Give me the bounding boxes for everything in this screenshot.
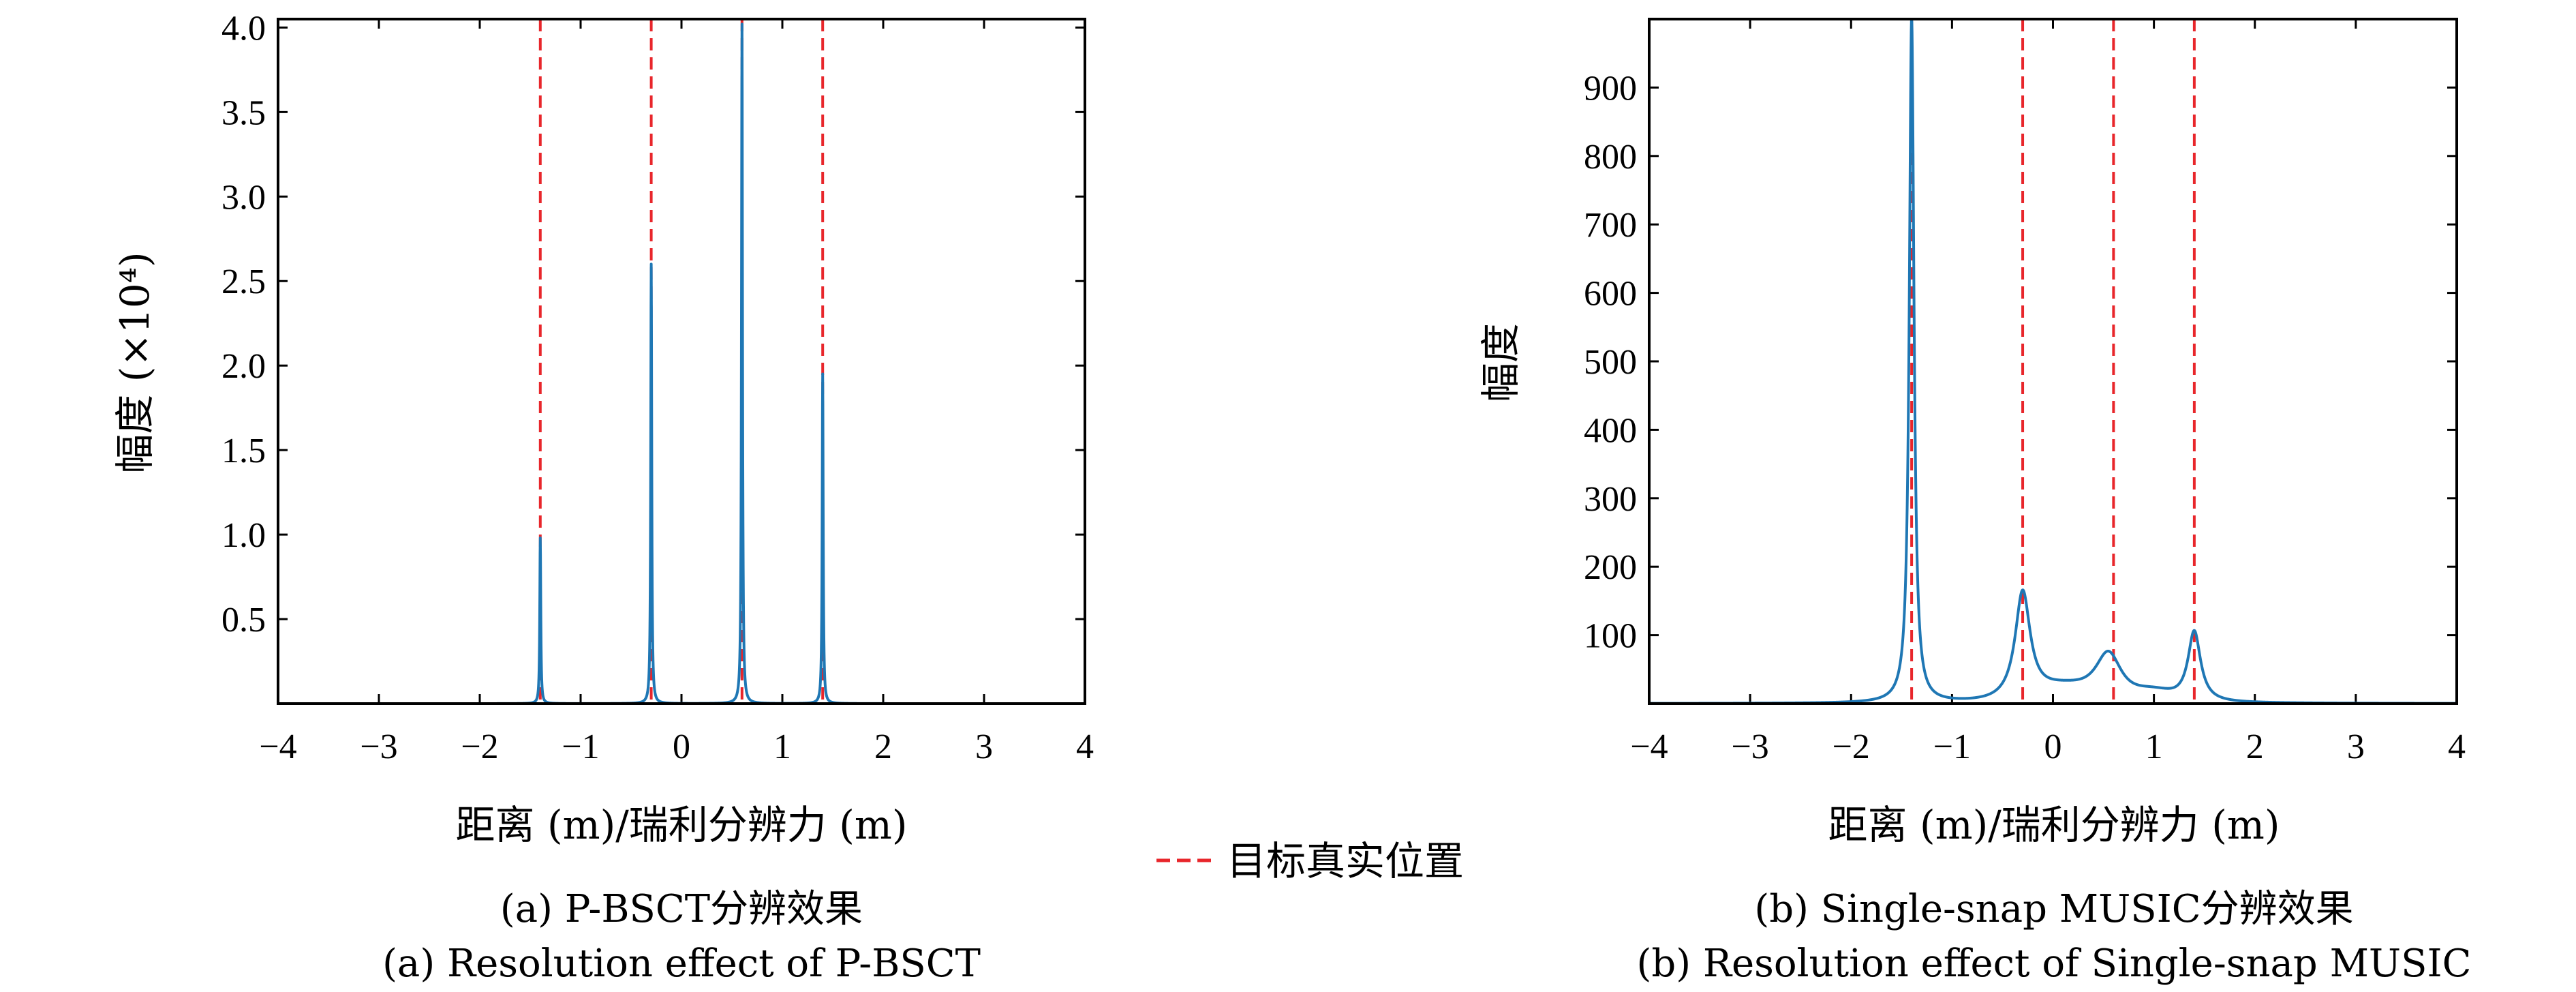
y-tick-label: 0.5 bbox=[221, 601, 266, 640]
x-tick-label: −2 bbox=[1833, 727, 1870, 766]
y-tick-label: 200 bbox=[1584, 548, 1637, 587]
x-tick-label: 3 bbox=[975, 727, 993, 766]
y-tick-label: 700 bbox=[1584, 206, 1637, 245]
panel-b-plot-frame bbox=[1648, 18, 2458, 705]
x-tick-label: 4 bbox=[1076, 727, 1094, 766]
y-tick-label: 300 bbox=[1584, 480, 1637, 519]
panel-b-ticks bbox=[1648, 19, 2458, 704]
y-tick-label: 2.0 bbox=[221, 347, 266, 386]
panel-b-caption-cn: (b) Single-snap MUSIC分辨效果 bbox=[1754, 887, 2353, 931]
y-tick-label: 1.0 bbox=[221, 516, 266, 555]
x-tick-label: −1 bbox=[1933, 727, 1971, 766]
x-tick-label: 1 bbox=[2145, 727, 2163, 766]
panel-b-series bbox=[1648, 18, 2458, 705]
panel-a-chart: −4 −3 −2 −1 0 1 2 3 4 0.5 1.0 1.5 2.0 2.5 3.0 3.5 4.0 距离… bbox=[112, 9, 1094, 986]
panel-a-plot-frame bbox=[277, 18, 1086, 705]
panel-b-y-axis-label: 幅度 bbox=[1477, 323, 1524, 402]
x-tick-label: 0 bbox=[673, 727, 690, 766]
x-tick-label: −2 bbox=[461, 727, 498, 766]
x-tick-label: 2 bbox=[874, 727, 892, 766]
y-tick-label: 4.0 bbox=[221, 9, 266, 48]
x-tick-label: 1 bbox=[773, 727, 791, 766]
y-tick-label: 3.0 bbox=[221, 178, 266, 217]
panel-a-x-axis-label: 距离 (m)/瑞利分辨力 (m) bbox=[456, 802, 908, 848]
x-tick-label: −4 bbox=[259, 727, 296, 766]
y-tick-label: 500 bbox=[1584, 343, 1637, 382]
y-tick-label: 1.5 bbox=[221, 432, 266, 470]
panel-b-tick-labels: −4 −3 −2 −1 0 1 2 3 4 100 200 300 400 500 600 700 800 900 bbox=[1584, 69, 2466, 766]
y-tick-label: 2.5 bbox=[221, 262, 266, 301]
panel-a-caption-cn: (a) P-BSCT分辨效果 bbox=[500, 887, 863, 931]
x-tick-label: −3 bbox=[360, 727, 397, 766]
legend-label: 目标真实位置 bbox=[1227, 838, 1464, 884]
y-tick-label: 600 bbox=[1584, 275, 1637, 314]
x-tick-label: 2 bbox=[2246, 727, 2264, 766]
panel-a-true-position-lines bbox=[538, 19, 825, 704]
x-tick-label: 3 bbox=[2347, 727, 2365, 766]
panel-a-y-axis-label: 幅度 (×10⁴) bbox=[112, 252, 158, 473]
panel-a-tick-labels: −4 −3 −2 −1 0 1 2 3 4 0.5 1.0 1.5 2.0 2.5 3.0 3.5 4.0 bbox=[221, 9, 1094, 766]
y-tick-label: 900 bbox=[1584, 69, 1637, 108]
legend: 目标真实位置 bbox=[1156, 838, 1464, 884]
panel-a-ticks bbox=[277, 19, 1086, 704]
x-tick-label: −3 bbox=[1731, 727, 1768, 766]
panel-b-chart: −4 −3 −2 −1 0 1 2 3 4 100 200 300 400 500 600 700 800 900… bbox=[1477, 18, 2472, 986]
y-tick-label: 3.5 bbox=[221, 93, 266, 132]
y-tick-label: 400 bbox=[1584, 411, 1637, 450]
y-tick-label: 800 bbox=[1584, 138, 1637, 177]
y-tick-label: 100 bbox=[1584, 617, 1637, 656]
x-tick-label: 4 bbox=[2448, 727, 2466, 766]
x-tick-label: −1 bbox=[562, 727, 599, 766]
panel-b-caption-en: (b) Resolution effect of Single-snap MUS… bbox=[1637, 942, 2472, 986]
x-tick-label: 0 bbox=[2044, 727, 2062, 766]
spectrum-line bbox=[277, 22, 1086, 705]
panel-a-caption-en: (a) Resolution effect of P-BSCT bbox=[382, 942, 981, 986]
spectrum-line bbox=[1648, 18, 2458, 705]
panel-a-series bbox=[277, 22, 1086, 705]
x-tick-label: −4 bbox=[1630, 727, 1668, 766]
panel-b-true-position-lines bbox=[1910, 19, 2196, 704]
panel-b-x-axis-label: 距离 (m)/瑞利分辨力 (m) bbox=[1828, 802, 2280, 848]
